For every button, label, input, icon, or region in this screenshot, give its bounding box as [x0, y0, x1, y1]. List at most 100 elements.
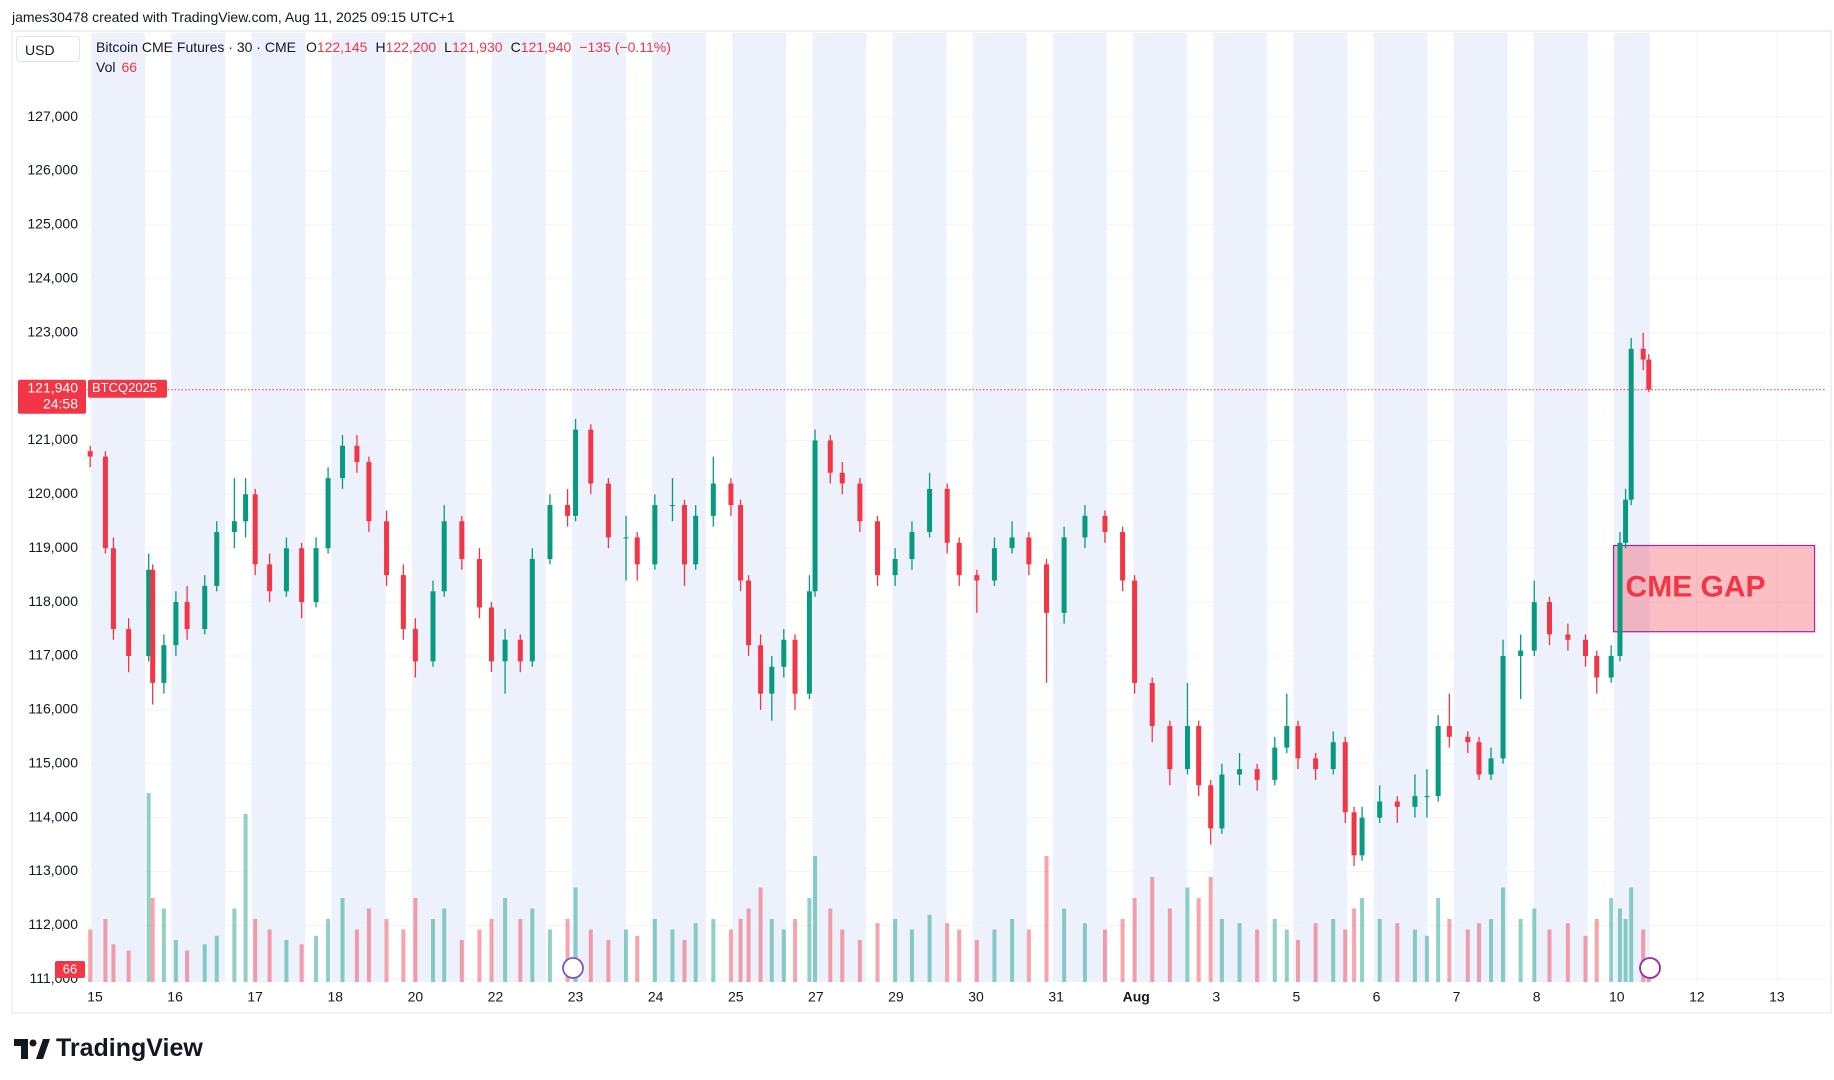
- volume-bar: [232, 908, 237, 982]
- volume-bar: [1583, 935, 1588, 982]
- close-value: 121,940: [520, 39, 572, 55]
- candle-body: [488, 607, 494, 662]
- volume-bar: [267, 929, 272, 982]
- volume-bar: [1501, 887, 1506, 982]
- x-tick-label: 3: [1212, 989, 1220, 1005]
- volume-bar: [1477, 923, 1482, 982]
- volume-bar: [1489, 919, 1494, 982]
- candle-body: [529, 558, 535, 662]
- volume-bar: [459, 940, 464, 982]
- x-tick-label: 18: [327, 989, 343, 1005]
- volume-bar: [565, 919, 570, 982]
- symbol[interactable]: Bitcoin CME Futures · 30 · CME: [96, 39, 296, 55]
- x-tick-label: 23: [568, 989, 584, 1005]
- volume-bar: [1609, 898, 1614, 982]
- volume-bar: [284, 940, 289, 982]
- candle-body: [1476, 742, 1482, 775]
- volume-bar: [1062, 908, 1067, 982]
- candle-body: [126, 629, 132, 656]
- candle-body: [267, 564, 273, 592]
- session-band: [1053, 33, 1107, 982]
- x-tick-label: 5: [1292, 989, 1300, 1005]
- candle-body: [812, 440, 818, 592]
- event-icon[interactable]: [562, 957, 584, 979]
- session-band: [491, 33, 546, 982]
- volume-bar: [992, 929, 997, 982]
- candle-body: [547, 505, 553, 559]
- candle-body: [1009, 537, 1015, 549]
- close-label: C: [510, 39, 521, 55]
- candle-body: [231, 521, 237, 533]
- session-band: [1133, 33, 1187, 982]
- y-tick-label: 117,000: [28, 647, 78, 663]
- volume-bar: [1150, 877, 1155, 982]
- volume-bar: [326, 919, 331, 982]
- candles: [87, 332, 1652, 867]
- candle-body: [110, 548, 116, 630]
- volume-bar: [150, 898, 155, 982]
- candle-body: [1565, 634, 1571, 640]
- volume-bar: [588, 929, 593, 982]
- candle-body: [565, 505, 571, 516]
- candle-body: [1237, 769, 1243, 775]
- session-band: [572, 33, 626, 982]
- brand-logo: TradingView: [14, 1034, 203, 1063]
- candle-body: [1132, 580, 1138, 683]
- volume-bar: [746, 908, 751, 982]
- volume-bar: [635, 935, 640, 982]
- candle-body: [1295, 726, 1301, 759]
- candle-body: [1446, 726, 1452, 737]
- volume-bar: [682, 940, 687, 982]
- volume-bar: [1010, 919, 1015, 982]
- x-tick-label: 29: [888, 989, 904, 1005]
- volume-bar: [1447, 919, 1452, 982]
- candle-body: [1044, 564, 1050, 613]
- y-tick-label: 120,000: [27, 485, 78, 501]
- y-tick-label: 114,000: [28, 808, 78, 824]
- session-bands: [91, 33, 1650, 982]
- volume-bar: [945, 923, 950, 982]
- candle-body: [710, 483, 716, 516]
- candle-body: [243, 494, 249, 522]
- x-tick-label: 27: [808, 989, 824, 1005]
- open-value: 122,145: [316, 39, 368, 55]
- candle-body: [87, 451, 93, 457]
- candle-body: [476, 558, 482, 608]
- volume-bar: [88, 929, 93, 982]
- volume-bar: [503, 898, 508, 982]
- volume-bar: [1313, 923, 1318, 982]
- candle-body: [214, 532, 220, 586]
- session-band: [892, 33, 947, 982]
- session-band: [251, 33, 306, 982]
- event-icon[interactable]: [1639, 957, 1661, 979]
- candle-body: [909, 532, 915, 559]
- volume-bar: [547, 929, 552, 982]
- volume-bar: [573, 887, 578, 982]
- candle-body: [430, 591, 436, 662]
- candle-body: [173, 602, 179, 646]
- candle-body: [1546, 602, 1552, 635]
- y-tick-label: 126,000: [27, 162, 78, 178]
- session-band: [1213, 33, 1268, 982]
- candle-body: [1608, 655, 1614, 678]
- gap-box: [1612, 544, 1816, 633]
- volume-bar: [1395, 923, 1400, 982]
- volume-bar: [1208, 877, 1213, 982]
- x-tick-label: 15: [87, 989, 103, 1005]
- y-tick-label: 119,000: [28, 539, 78, 555]
- session-band: [1453, 33, 1508, 982]
- candle-body: [892, 558, 898, 576]
- candle-body: [1435, 726, 1441, 797]
- candle-body: [857, 483, 863, 522]
- volume-bar: [1026, 929, 1031, 982]
- candle-body: [1272, 747, 1278, 780]
- volume-bar: [652, 919, 657, 982]
- volume-bar: [146, 793, 151, 982]
- x-tick-label: 24: [648, 989, 664, 1005]
- x-tick-label: 6: [1373, 989, 1381, 1005]
- currency-button[interactable]: USD: [16, 36, 80, 62]
- x-tick-label: 17: [247, 989, 263, 1005]
- volume-legend: Vol 66: [96, 59, 137, 75]
- volume-bar: [606, 940, 611, 982]
- legend: Bitcoin CME Futures · 30 · CME O 122,145 …: [96, 39, 671, 55]
